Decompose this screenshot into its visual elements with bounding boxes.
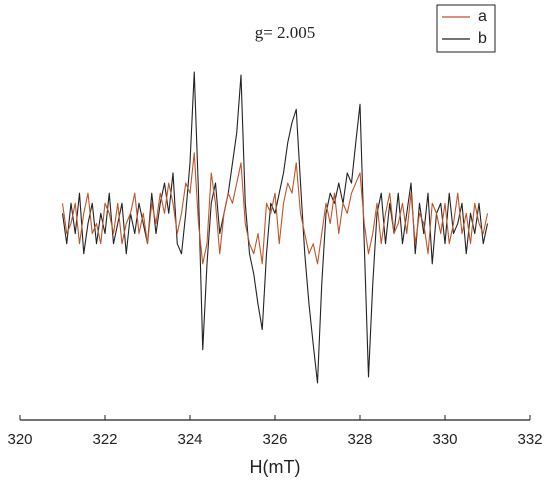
- legend-label: a: [478, 8, 487, 25]
- x-tick-label: 330: [432, 431, 457, 448]
- x-tick-label: 328: [347, 431, 372, 448]
- chart-title: g= 2.005: [255, 23, 316, 42]
- x-tick-label: 326: [262, 431, 287, 448]
- legend-label: b: [478, 30, 487, 47]
- series-line: [61, 71, 489, 384]
- x-tick-label: 322: [92, 431, 117, 448]
- series-line: [61, 152, 489, 265]
- x-tick-label: 332: [517, 431, 542, 448]
- legend: [436, 4, 496, 53]
- x-tick-label: 324: [177, 431, 202, 448]
- x-axis-label: H(mT): [250, 457, 301, 477]
- x-tick-label: 320: [7, 431, 32, 448]
